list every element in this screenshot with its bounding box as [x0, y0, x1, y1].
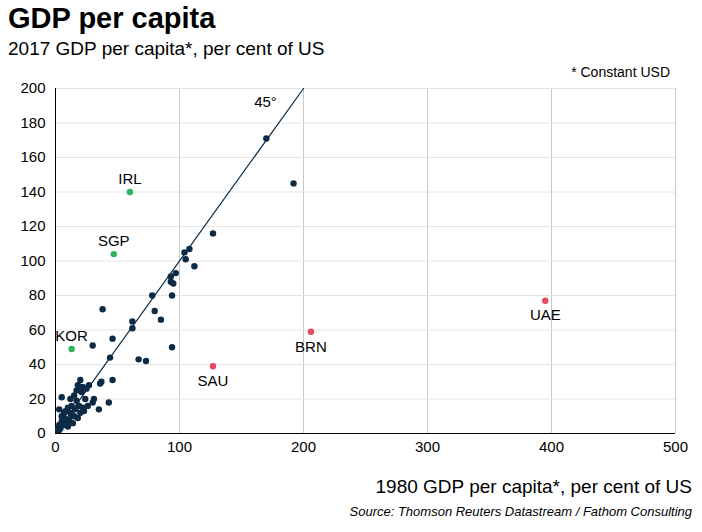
svg-text:0: 0: [37, 424, 45, 441]
svg-text:IRL: IRL: [118, 170, 141, 187]
svg-text:KOR: KOR: [55, 327, 88, 344]
svg-text:45°: 45°: [254, 93, 277, 110]
svg-text:100: 100: [20, 252, 45, 269]
html-text:2017 GDP per capita*, per cent: 2017 GDP per capita*, per cent of US: [8, 38, 325, 59]
svg-text:80: 80: [29, 286, 46, 303]
svg-text:200: 200: [20, 79, 45, 96]
svg-text:200: 200: [291, 438, 316, 455]
svg-text:100: 100: [167, 438, 192, 455]
svg-text:60: 60: [29, 321, 46, 338]
svg-text:BRN: BRN: [295, 338, 327, 355]
svg-text:500: 500: [663, 438, 688, 455]
svg-text:UAE: UAE: [530, 306, 561, 323]
html-text:GDP per capita: GDP per capita: [8, 2, 216, 34]
svg-text:180: 180: [20, 114, 45, 131]
svg-text:SAU: SAU: [198, 372, 229, 389]
svg-text:SGP: SGP: [98, 232, 130, 249]
svg-text:20: 20: [29, 390, 46, 407]
svg-text:40: 40: [29, 355, 46, 372]
svg-text:400: 400: [539, 438, 564, 455]
svg-text:300: 300: [415, 438, 440, 455]
svg-text:140: 140: [20, 183, 45, 200]
svg-text:0: 0: [51, 438, 59, 455]
html-text:* Constant USD: * Constant USD: [571, 64, 670, 80]
html-text:1980 GDP per capita*, per cent: 1980 GDP per capita*, per cent of US: [375, 476, 692, 497]
svg-text:160: 160: [20, 148, 45, 165]
svg-text:120: 120: [20, 217, 45, 234]
html-text:Source: Thomson Reuters Datast: Source: Thomson Reuters Datastream / Fat…: [349, 504, 692, 519]
